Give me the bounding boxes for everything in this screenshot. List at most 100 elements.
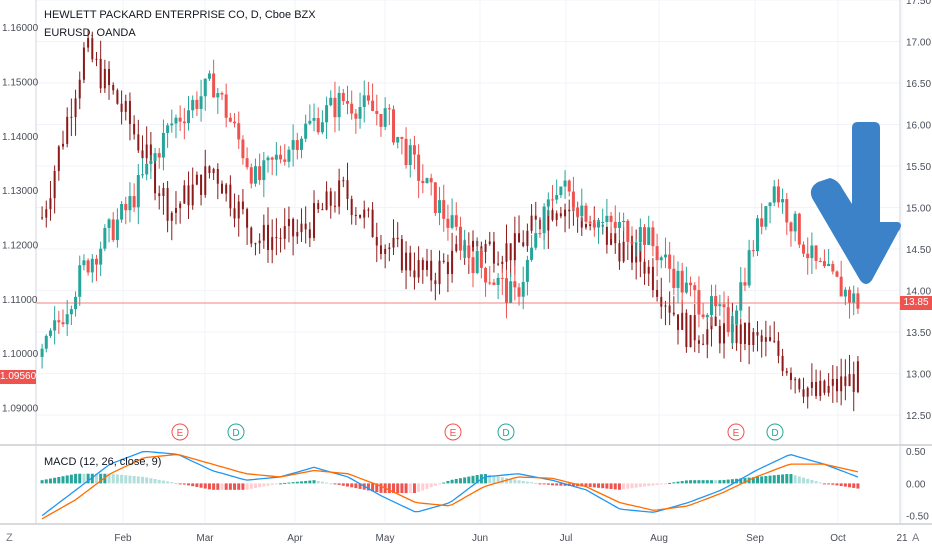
candle-body — [663, 254, 667, 258]
earnings-marker[interactable]: E — [727, 423, 745, 441]
macd-histogram-bar — [680, 481, 684, 484]
left-axis-label: 1.14000 — [2, 132, 39, 143]
candle-body — [49, 198, 52, 210]
candle-body — [538, 233, 542, 235]
candle-body — [291, 140, 295, 150]
candle-body — [354, 214, 357, 216]
candle-body — [743, 322, 746, 344]
candle-body — [70, 116, 73, 118]
candle-body — [253, 166, 257, 184]
macd-axis-label: 0.50 — [906, 447, 926, 458]
macd-histogram-bar — [509, 478, 513, 484]
dividend-marker[interactable]: D — [227, 423, 245, 441]
macd-histogram-bar — [655, 483, 659, 485]
macd-histogram-bar — [827, 483, 831, 485]
candle-body — [856, 361, 859, 393]
candle-body — [174, 117, 178, 124]
candle-body — [274, 154, 278, 160]
candle-body — [128, 101, 131, 124]
compare-symbol-label[interactable]: EURUSD, OANDA — [44, 27, 136, 39]
candle-body — [521, 281, 525, 297]
candle-body — [425, 178, 429, 184]
candle-body — [384, 248, 387, 254]
macd-histogram-bar — [249, 483, 253, 489]
macd-histogram-bar — [220, 483, 224, 490]
candle-body — [676, 270, 680, 288]
candle-body — [350, 198, 353, 216]
candle-body — [90, 258, 94, 273]
candle-body — [379, 245, 382, 254]
macd-histogram-bar — [764, 476, 768, 484]
macd-histogram-bar — [785, 474, 789, 484]
dividend-marker[interactable]: D — [497, 423, 515, 441]
candle-body — [158, 193, 161, 197]
candle-body — [183, 185, 186, 204]
candle-body — [408, 145, 412, 166]
candle-body — [41, 217, 44, 219]
candle-body — [546, 199, 550, 207]
candle-body — [664, 305, 667, 307]
macd-histogram-bar — [337, 483, 341, 485]
candle-body — [735, 324, 738, 344]
candle-body — [852, 293, 856, 303]
earnings-marker[interactable]: E — [444, 423, 462, 441]
right-axis-label: 13.00 — [906, 370, 931, 381]
macd-histogram-bar — [613, 483, 617, 490]
candle-body — [245, 158, 249, 168]
macd-histogram-bar — [387, 483, 391, 494]
macd-histogram-bar — [622, 483, 626, 490]
candle-body — [458, 226, 462, 251]
candle-body — [409, 252, 412, 271]
macd-histogram-bar — [40, 480, 44, 484]
candle-body — [396, 237, 399, 240]
macd-histogram-bar — [760, 476, 764, 484]
macd-histogram-bar — [396, 483, 400, 494]
candle-body — [547, 210, 550, 231]
candle-body — [697, 340, 700, 344]
macd-label[interactable]: MACD (12, 26, close, 9) — [44, 456, 162, 468]
candle-body — [170, 123, 174, 126]
right-axis-label: 16.50 — [906, 79, 931, 90]
macd-histogram-bar — [831, 483, 835, 485]
candle-body — [827, 385, 830, 393]
earnings-marker[interactable]: E — [171, 423, 189, 441]
macd-histogram-bar — [166, 481, 170, 484]
candle-body — [496, 277, 500, 286]
candle-body — [44, 335, 48, 349]
candle-body — [451, 250, 454, 275]
candle-body — [714, 316, 717, 326]
macd-histogram-bar — [714, 480, 718, 484]
candle-body — [145, 144, 148, 159]
candle-body — [626, 220, 630, 242]
candle-body — [613, 221, 617, 228]
candle-body — [789, 222, 793, 232]
candle-body — [308, 229, 311, 238]
candle-body — [404, 138, 408, 166]
candle-body — [551, 210, 554, 220]
candle-body — [748, 322, 751, 346]
dividend-marker[interactable]: D — [766, 423, 784, 441]
candle-body — [492, 241, 495, 264]
macd-histogram-bar — [571, 483, 575, 487]
zoom-toggle-icon[interactable]: Z — [6, 532, 13, 544]
candle-body — [776, 186, 780, 203]
candle-body — [584, 224, 587, 228]
macd-histogram-bar — [525, 481, 529, 484]
candle-body — [187, 110, 191, 124]
candle-body — [475, 251, 479, 274]
macd-histogram-bar — [542, 483, 546, 485]
auto-scale-icon[interactable]: A — [912, 532, 920, 544]
candle-body — [513, 281, 517, 288]
candle-body — [814, 245, 818, 261]
candle-body — [250, 227, 253, 244]
left-axis-label: 1.13000 — [2, 186, 39, 197]
macd-histogram-bar — [500, 477, 504, 484]
macd-histogram-bar — [634, 483, 638, 488]
candle-body — [835, 271, 839, 277]
candle-body — [412, 145, 416, 155]
candle-body — [542, 206, 546, 234]
candle-body — [154, 160, 157, 194]
candle-body — [329, 97, 333, 106]
candle-body — [442, 260, 445, 262]
